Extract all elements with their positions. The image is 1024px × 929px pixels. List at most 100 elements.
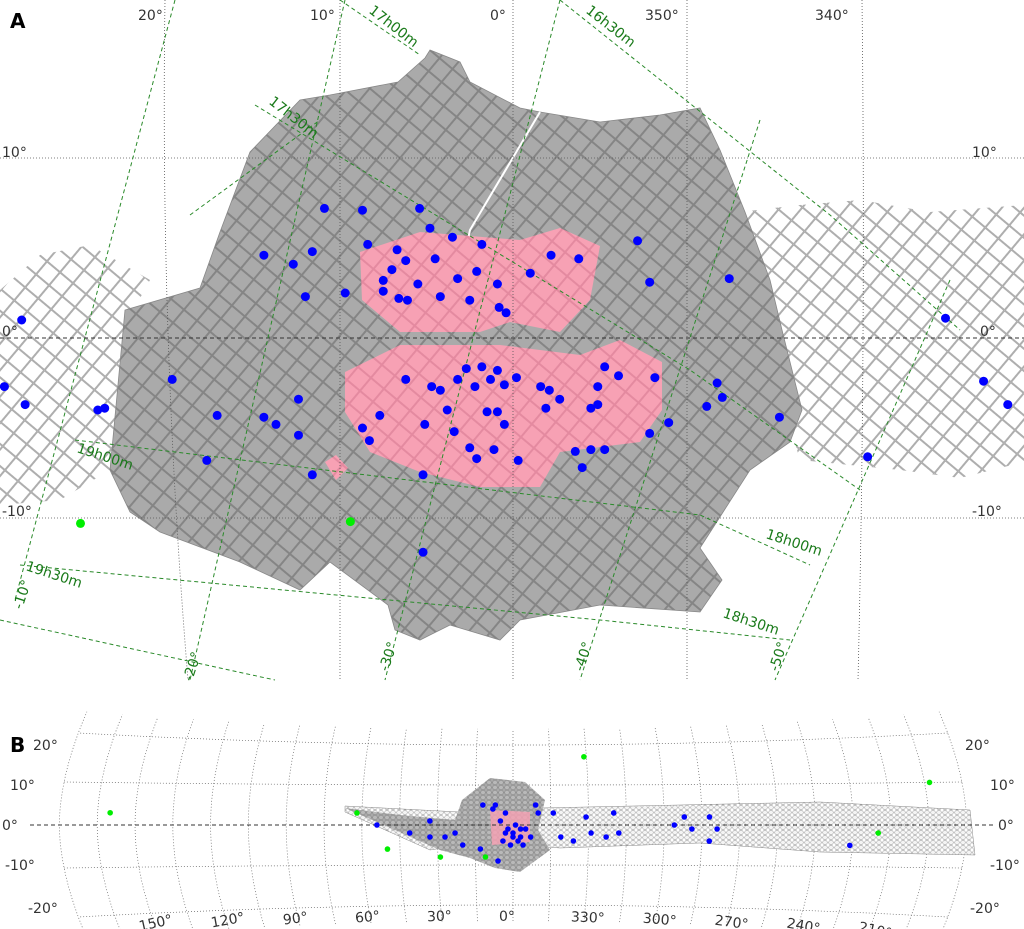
blue-source-marker	[502, 810, 509, 816]
blue-source-marker	[541, 403, 551, 413]
equatorial-grid	[0, 0, 961, 681]
blue-source-marker	[517, 826, 524, 832]
blue-source-marker	[527, 834, 534, 840]
meridian-line	[96, 714, 123, 929]
panel-label-a: A	[10, 9, 26, 33]
lat-label: -10°	[972, 504, 1002, 520]
blue-source-marker	[555, 394, 565, 404]
lat-label: 10°	[2, 145, 27, 161]
blue-source-marker	[425, 223, 435, 233]
lon-label: 90°	[282, 909, 309, 928]
blue-source-marker	[505, 826, 511, 832]
green-source-marker	[107, 809, 113, 816]
lat-label: 20°	[33, 738, 58, 754]
blue-source-marker	[465, 443, 475, 453]
blue-source-marker	[532, 802, 539, 808]
dec-label: -50°	[767, 640, 791, 673]
blue-source-marker	[364, 436, 374, 446]
ra-label: 18h30m	[721, 606, 781, 639]
lat-label: 0°	[2, 324, 18, 340]
blue-source-marker	[941, 313, 950, 323]
blue-source-marker	[610, 810, 617, 816]
blue-source-marker	[706, 814, 713, 820]
blue-source-marker	[401, 256, 411, 266]
lon-label: 0°	[490, 8, 506, 24]
blue-source-marker	[378, 286, 388, 296]
blue-source-marker	[671, 822, 678, 828]
blue-source-marker	[512, 822, 519, 828]
lat-label: -10°	[5, 858, 35, 874]
blue-source-marker	[712, 378, 722, 388]
lat-label: -10°	[2, 504, 32, 520]
blue-source-marker	[558, 834, 564, 840]
blue-source-marker	[570, 838, 577, 844]
dec-label: -20°	[181, 650, 205, 683]
blue-source-marker	[577, 463, 587, 473]
meridian-line	[399, 727, 407, 923]
blue-source-marker	[406, 830, 413, 836]
meridian-line	[172, 719, 194, 929]
lon-label: 350°	[645, 8, 679, 24]
meridian-line	[761, 723, 778, 927]
blue-source-marker	[418, 470, 428, 480]
lat-label: -20°	[28, 901, 58, 917]
ra-label: 18h00m	[764, 527, 824, 560]
blue-source-marker	[480, 802, 486, 808]
blue-source-marker	[510, 834, 516, 840]
blue-source-marker	[357, 205, 367, 215]
blue-source-marker	[482, 407, 492, 417]
blue-source-marker	[593, 382, 603, 392]
blue-source-marker	[492, 802, 499, 808]
lon-label: 60°	[354, 908, 380, 926]
blue-source-marker	[340, 288, 350, 298]
blue-source-marker	[442, 405, 452, 415]
blue-source-marker	[477, 239, 487, 249]
blue-source-marker	[550, 810, 557, 816]
blue-source-marker	[535, 810, 541, 816]
lon-label: 0°	[499, 909, 515, 925]
blue-source-marker	[100, 403, 110, 413]
lat-label: 10°	[972, 145, 997, 161]
blue-source-marker	[288, 259, 298, 269]
blue-source-marker	[167, 374, 177, 384]
blue-source-marker	[492, 365, 502, 375]
blue-source-marker	[847, 842, 853, 849]
blue-source-marker	[495, 858, 501, 864]
panel-b-allsky-map: B 20° 10° 0° -10° -20° 20° 10° 0° -10° -…	[2, 711, 1020, 929]
highlight-tiles-region-north	[360, 228, 600, 332]
blue-source-marker	[427, 382, 437, 392]
blue-source-marker	[536, 382, 546, 392]
blue-source-marker	[650, 373, 660, 383]
lat-label: 10°	[10, 778, 35, 794]
blue-source-marker	[259, 412, 269, 422]
blue-source-marker	[319, 203, 329, 213]
blue-source-marker	[413, 279, 423, 289]
dec-label: -30°	[377, 640, 401, 673]
blue-source-marker	[430, 254, 440, 264]
blue-source-marker	[447, 232, 457, 242]
blue-source-marker	[546, 250, 556, 260]
blue-source-marker	[497, 818, 504, 824]
highlight-tiles-region-south	[345, 340, 662, 487]
blue-source-marker	[293, 394, 303, 404]
blue-source-marker	[500, 838, 506, 844]
lon-label: 270°	[714, 913, 750, 929]
blue-source-marker	[645, 277, 655, 287]
blue-source-marker	[17, 315, 27, 325]
lon-label: 120°	[210, 910, 246, 929]
panel-a-map: A 20° 10° 0° 350° 340° 10° 0° -10° 10° 0…	[0, 0, 1024, 683]
blue-source-marker	[774, 412, 784, 422]
outline-tiles-right	[740, 200, 1024, 478]
lon-label: 30°	[427, 908, 453, 925]
lon-label: 240°	[785, 916, 821, 929]
blue-source-marker	[706, 838, 713, 844]
blue-source-marker	[418, 547, 428, 557]
green-source-marker	[437, 854, 444, 860]
blue-source-marker	[259, 250, 269, 260]
blue-source-marker	[93, 405, 103, 415]
blue-source-marker	[486, 374, 496, 384]
green-source-marker	[384, 846, 391, 852]
lat-label: -20°	[970, 901, 1000, 917]
blue-source-marker	[1003, 400, 1013, 410]
